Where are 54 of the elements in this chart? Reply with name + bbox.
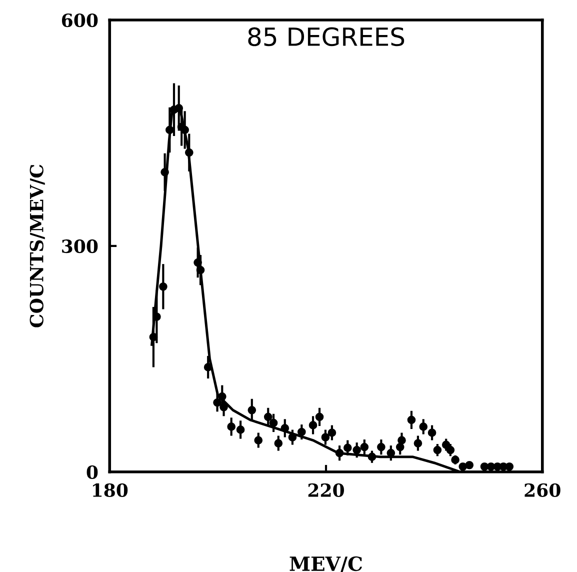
x-tick-label: 180 bbox=[92, 483, 128, 497]
y-tick-label: 300 bbox=[62, 239, 98, 254]
x-tick-label: 220 bbox=[308, 483, 344, 497]
y-tick-label: 600 bbox=[62, 13, 98, 28]
point bbox=[486, 462, 496, 471]
point bbox=[368, 452, 376, 462]
point bbox=[159, 282, 168, 291]
point bbox=[343, 444, 352, 452]
point bbox=[433, 446, 442, 454]
point bbox=[428, 428, 436, 437]
point bbox=[398, 436, 406, 444]
point bbox=[248, 406, 256, 414]
y-tick-label: 0 bbox=[86, 465, 98, 480]
point bbox=[264, 412, 272, 422]
point bbox=[227, 422, 236, 431]
point bbox=[328, 428, 336, 437]
point bbox=[174, 104, 184, 112]
point bbox=[335, 448, 344, 458]
point bbox=[407, 416, 416, 424]
point bbox=[184, 148, 194, 157]
point bbox=[297, 428, 306, 436]
point bbox=[288, 433, 297, 442]
point bbox=[269, 418, 278, 428]
point bbox=[480, 462, 489, 471]
point bbox=[166, 126, 174, 134]
point bbox=[419, 422, 428, 431]
point bbox=[352, 446, 362, 454]
point bbox=[213, 398, 222, 407]
point bbox=[254, 436, 263, 444]
point bbox=[194, 258, 202, 267]
x-tick-label: 260 bbox=[524, 483, 560, 497]
point bbox=[321, 433, 330, 442]
point bbox=[465, 460, 474, 470]
point bbox=[196, 266, 205, 274]
point bbox=[315, 412, 324, 422]
point bbox=[308, 421, 318, 430]
point bbox=[160, 168, 169, 176]
point bbox=[236, 426, 245, 434]
point bbox=[377, 442, 386, 452]
point bbox=[396, 442, 404, 452]
chart-title: 85 DEGREES bbox=[248, 27, 404, 46]
point bbox=[414, 439, 422, 448]
point bbox=[274, 439, 283, 448]
point bbox=[149, 332, 158, 342]
point bbox=[360, 442, 369, 452]
point bbox=[218, 392, 226, 401]
point bbox=[442, 440, 450, 449]
point bbox=[458, 462, 468, 471]
point bbox=[220, 402, 228, 412]
point bbox=[505, 462, 514, 471]
point bbox=[280, 424, 290, 432]
y-axis-title: COUNTS/MEV/C bbox=[30, 164, 45, 328]
point bbox=[451, 456, 460, 464]
point bbox=[446, 446, 455, 454]
